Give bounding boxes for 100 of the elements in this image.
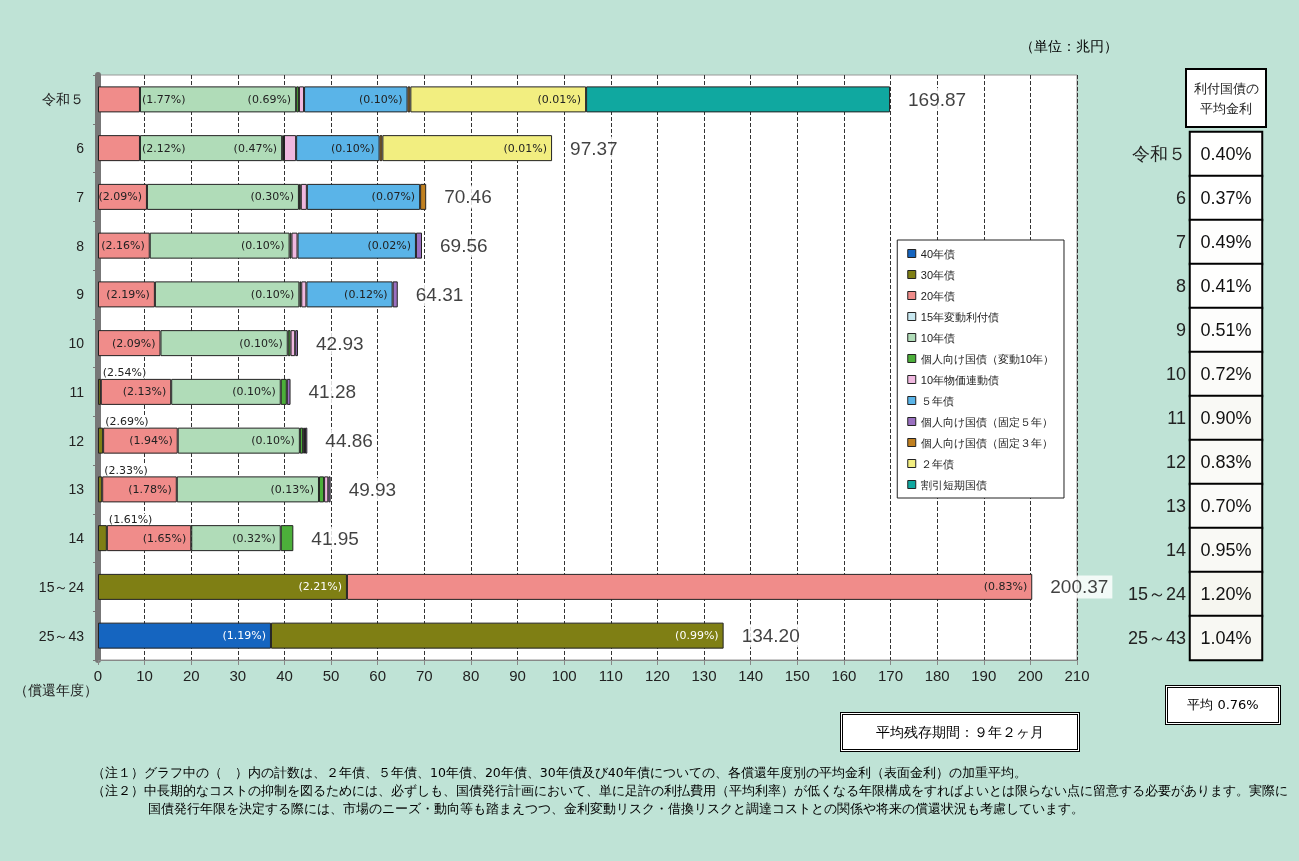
y-tick-label: 9 (1175, 320, 1186, 340)
x-tick-label: 120 (644, 667, 670, 684)
annotation: (1.94%) (129, 434, 173, 448)
x-tick-label: 170 (878, 667, 904, 684)
x-tick-label: 20 (182, 667, 200, 684)
text: （単位：兆円） (1020, 38, 1118, 56)
y-tick-label: 13 (68, 481, 85, 498)
annotation: (1.78%) (128, 482, 172, 496)
data-label: 0.90% (1200, 408, 1252, 428)
legend-label: 個人向け国債（固定３年） (920, 436, 1053, 450)
text: 平均残存期間：９年２ヶ月 (840, 712, 1080, 752)
y-tick-label: 6 (1175, 188, 1186, 208)
annotation: (2.09%) (98, 190, 142, 204)
y-tick-label: 13 (1165, 496, 1186, 516)
data-label: 0.72% (1200, 364, 1252, 384)
annotation: (2.12%) (141, 141, 186, 155)
annotation: (0.10%) (331, 141, 375, 155)
data-label: 0.83% (1200, 452, 1252, 472)
annotation: (0.01%) (503, 141, 548, 155)
y-tick-label: 11 (1167, 408, 1186, 428)
total-label: 69.56 (440, 235, 488, 257)
text: （注１）グラフ中の（ ）内の計数は、２年債、５年債、10年債、20年債、30年債及び40年債についての、各償還年度別の平均金利（表面金利）の加重平均。 (92, 764, 1028, 782)
y-tick-label: 12 (1165, 452, 1186, 472)
x-tick-label: 10 (136, 667, 153, 684)
x-tick-label: 150 (784, 667, 810, 684)
total-label: 200.37 (1050, 576, 1109, 598)
total-label: 49.93 (348, 478, 397, 500)
x-tick-label: 110 (598, 667, 623, 684)
annotation: (0.83%) (983, 580, 1028, 594)
y-tick-label: 8 (1175, 276, 1186, 296)
x-tick-label: 100 (551, 667, 577, 684)
annotation: (2.13%) (122, 385, 167, 399)
legend-label: 20年債 (920, 289, 956, 302)
y-tick-label: 令和５ (42, 91, 84, 108)
annotation: (0.01%) (537, 92, 582, 106)
legend-label: 30年債 (920, 268, 956, 281)
x-tick-label: 200 (1017, 667, 1043, 684)
annotation: (0.12%) (344, 287, 388, 301)
x-tick-label: 50 (322, 667, 340, 684)
y-tick-label: 10 (1165, 364, 1186, 384)
data-label: 0.51% (1200, 320, 1252, 340)
x-tick-label: 90 (509, 667, 526, 684)
x-tick-label: 180 (924, 667, 950, 684)
y-tick-label: 6 (76, 140, 85, 157)
x-tick-label: 140 (738, 667, 764, 684)
annotation: (0.99%) (675, 629, 719, 643)
annotation: (2.19%) (106, 287, 150, 301)
y-tick-label: 10 (68, 335, 85, 352)
data-label: 0.37% (1200, 188, 1252, 208)
legend-label: 割引短期国債 (920, 478, 987, 491)
annotation: (1.19%) (222, 629, 266, 643)
y-tick-label: 15～24 (1127, 584, 1186, 604)
data-label: 1.20% (1200, 584, 1252, 604)
data-label: 0.95% (1200, 540, 1252, 560)
x-tick-label: 190 (971, 667, 997, 684)
total-label: 169.87 (908, 88, 967, 110)
legend-label: ５年債 (920, 394, 954, 407)
data-label: 0.49% (1200, 232, 1252, 252)
total-label: 70.46 (444, 186, 492, 208)
legend-label: 10年物価連動債 (920, 373, 1000, 386)
annotation: (2.09%) (111, 336, 156, 350)
annotation: (2.69%) (105, 415, 149, 429)
annotation: (0.69%) (247, 92, 292, 106)
y-tick-label: 9 (76, 286, 85, 303)
annotation: (0.02%) (367, 239, 411, 253)
text: （注２）中長期的なコストの抑制を図るためには、必ずしも、国債発行計画において、単に足許の利払費用（平均利率）が低くなる年限構成をすればよいとは限らない点に留意する必要があります。実際に国債発行年限を決定する際には、市場のニーズ・動向等も踏まえつつ、金利変動リスク・借換リスクと調達コストとの関係や将来の償還状況も考慮しています。 (92, 782, 1289, 819)
annotation: (0.32%) (232, 531, 276, 545)
total-label: 134.20 (741, 625, 800, 647)
annotation: (1.61%) (108, 512, 153, 526)
y-tick-label: 令和５ (1132, 144, 1186, 164)
text: 平均 0.76% (1165, 685, 1281, 725)
x-tick-label: 160 (831, 667, 857, 684)
y-tick-label: 8 (76, 237, 85, 254)
y-tick-label: 12 (68, 432, 85, 449)
annotation: (0.10%) (359, 92, 403, 106)
legend-label: ２年債 (920, 457, 954, 470)
x-tick-label: 0 (93, 667, 103, 684)
total-label: 41.95 (311, 527, 359, 549)
annotation: (0.07%) (371, 190, 416, 204)
y-tick-label: 14 (1165, 540, 1186, 560)
y-tick-label: 25～43 (38, 627, 85, 644)
data-label: 0.40% (1200, 144, 1252, 164)
legend-label: 10年債 (920, 331, 956, 344)
x-tick-label: 30 (229, 667, 247, 684)
annotation: (2.33%) (104, 463, 148, 477)
y-tick-label: 15～24 (38, 578, 85, 595)
y-tick-label: 7 (1175, 232, 1186, 252)
bar (290, 330, 296, 357)
total-label: 42.93 (316, 332, 364, 354)
annotation: (2.54%) (102, 366, 147, 380)
data-label: 1.04% (1200, 628, 1252, 648)
x-tick-label: 利付国債の平均金利 (1193, 80, 1259, 116)
x-tick-label: 210 (1064, 667, 1090, 684)
legend-label: 個人向け国債（固定５年） (920, 415, 1053, 429)
x-tick-label: 40 (276, 667, 293, 684)
x-tick-label: 70 (415, 667, 433, 684)
annotation: (1.77%) (141, 92, 186, 106)
legend-label: 15年変動利付債 (920, 310, 1000, 323)
x-tick-label: 130 (691, 667, 717, 684)
total-label: 64.31 (415, 283, 464, 305)
